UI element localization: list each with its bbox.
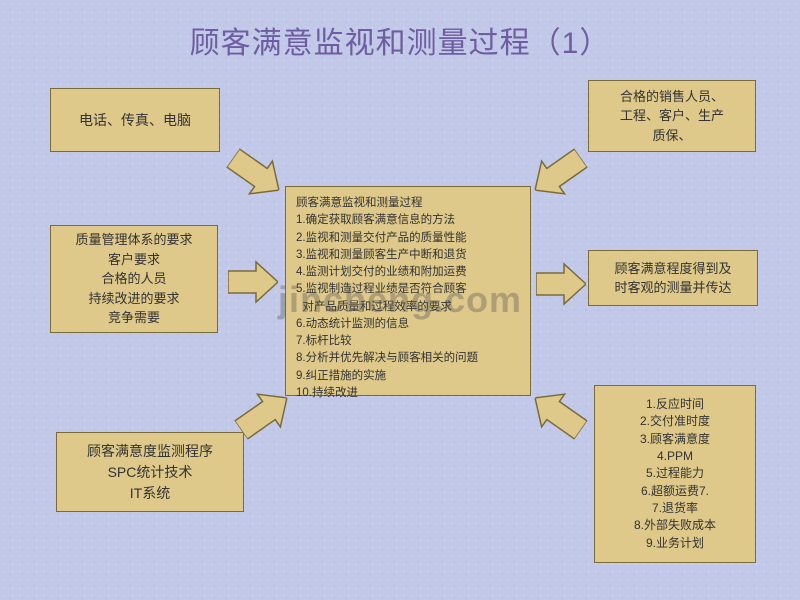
center-list-item: 3.监视和测量顾客生产中断和退货 bbox=[296, 247, 520, 264]
box-mid-right: 顾客满意程度得到及 时客观的测量并传达 bbox=[588, 250, 758, 306]
center-content: 顾客满意监视和测量过程 1.确定获取顾客满意信息的方法2.监视和测量交付产品的质… bbox=[296, 195, 520, 402]
center-list-item: 9.纠正措施的实施 bbox=[296, 368, 520, 385]
box-bot-left: 顾客满意度监测程序 SPC统计技术 IT系统 bbox=[56, 432, 244, 512]
box-bot-right-text: 1.反应时间 2.交付准时度 3.顾客满意度 4.PPM 5.过程能力 6.超额… bbox=[634, 396, 716, 553]
box-bot-right: 1.反应时间 2.交付准时度 3.顾客满意度 4.PPM 5.过程能力 6.超额… bbox=[594, 385, 756, 563]
center-header: 顾客满意监视和测量过程 bbox=[296, 195, 520, 212]
center-list-item: 对产品质量和过程效率的要求 bbox=[296, 299, 520, 316]
center-list-item: 4.监测计划交付的业绩和附加运费 bbox=[296, 264, 520, 281]
slide: 顾客满意监视和测量过程（1） 电话、传真、电脑 质量管理体系的要求 客户要求 合… bbox=[0, 0, 800, 600]
center-list-item: 8.分析并优先解决与顾客相关的问题 bbox=[296, 350, 520, 367]
box-mid-right-text: 顾客满意程度得到及 时客观的测量并传达 bbox=[614, 259, 731, 298]
center-list-item: 5.监视制造过程业绩是否符合顾客 bbox=[296, 281, 520, 298]
box-mid-left-text: 质量管理体系的要求 客户要求 合格的人员 持续改进的要求 竞争需要 bbox=[75, 230, 192, 328]
center-list: 1.确定获取顾客满意信息的方法2.监视和测量交付产品的质量性能3.监视和测量顾客… bbox=[296, 212, 520, 402]
box-top-right: 合格的销售人员、 工程、客户、生产 质保、 bbox=[588, 80, 756, 152]
center-list-item: 10.持续改进 bbox=[296, 385, 520, 402]
top-right-arrow bbox=[522, 140, 593, 208]
bot-right-arrow bbox=[522, 380, 593, 448]
box-top-left-text: 电话、传真、电脑 bbox=[79, 110, 191, 131]
center-list-item: 7.标杆比较 bbox=[296, 333, 520, 350]
box-top-left: 电话、传真、电脑 bbox=[50, 88, 220, 152]
mid-right-arrow bbox=[536, 262, 586, 306]
center-list-item: 6.动态统计监测的信息 bbox=[296, 316, 520, 333]
box-bot-left-text: 顾客满意度监测程序 SPC统计技术 IT系统 bbox=[87, 441, 213, 504]
page-title: 顾客满意监视和测量过程（1） bbox=[0, 18, 800, 62]
top-left-arrow bbox=[220, 140, 291, 208]
box-mid-left: 质量管理体系的要求 客户要求 合格的人员 持续改进的要求 竞争需要 bbox=[50, 225, 218, 333]
mid-left-arrow bbox=[228, 260, 278, 304]
box-center: 顾客满意监视和测量过程 1.确定获取顾客满意信息的方法2.监视和测量交付产品的质… bbox=[285, 186, 531, 396]
center-list-item: 1.确定获取顾客满意信息的方法 bbox=[296, 212, 520, 229]
box-top-right-text: 合格的销售人员、 工程、客户、生产 质保、 bbox=[620, 87, 724, 146]
center-list-item: 2.监视和测量交付产品的质量性能 bbox=[296, 230, 520, 247]
